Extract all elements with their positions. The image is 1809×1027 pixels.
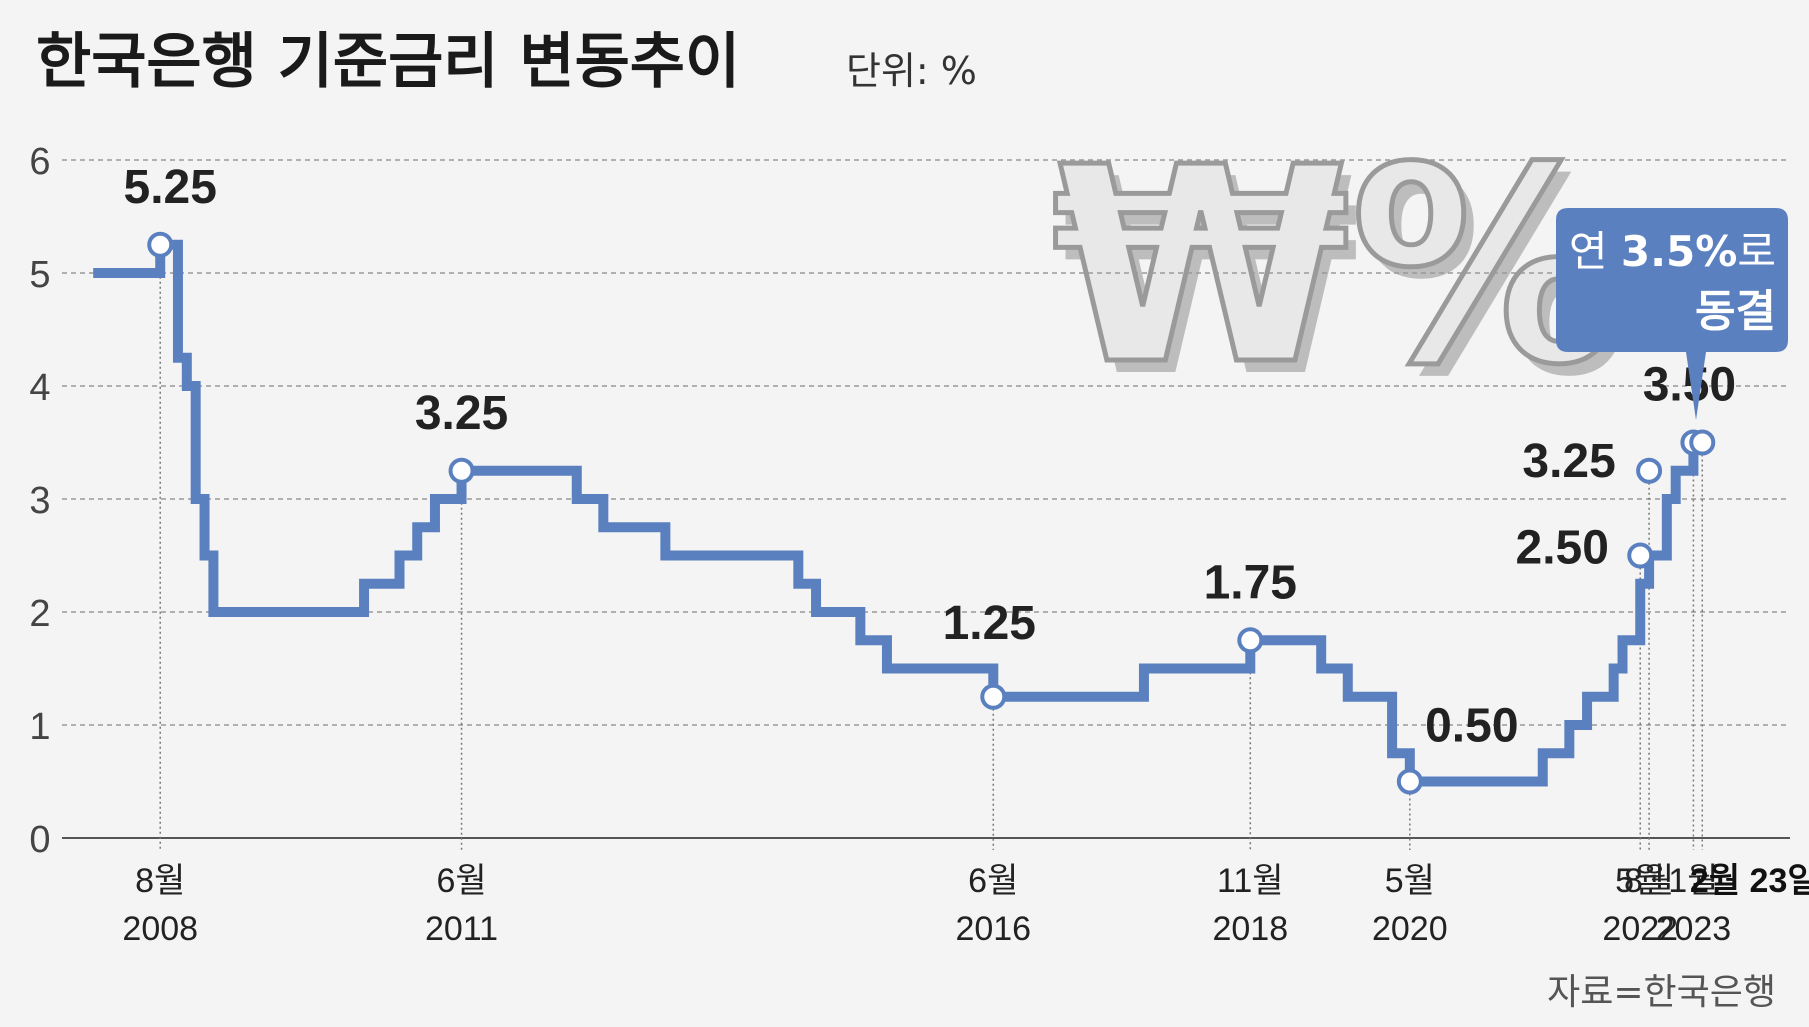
callout-bubble: [1556, 208, 1788, 420]
data-point-marker: [147, 231, 174, 258]
callout-prefix: 연: [1569, 227, 1621, 276]
x-tick-month: 5월: [1385, 862, 1435, 900]
x-tick-year: 2018: [1212, 910, 1288, 948]
y-tick-label: 1: [29, 706, 50, 748]
x-tick-month: 1월: [1668, 862, 1718, 900]
y-tick-label: 0: [29, 819, 50, 861]
data-point-marker: [1636, 457, 1663, 484]
rate-step-line: [93, 239, 1708, 787]
source-label: 자료=한국은행: [1547, 972, 1776, 1013]
callout-line-2: 동결: [1695, 286, 1776, 337]
data-value-label: 1.75: [1204, 556, 1297, 609]
x-tick-year: 2023: [1656, 910, 1732, 948]
x-tick-year: 2008: [122, 910, 198, 948]
data-value-label: 3.25: [415, 387, 508, 440]
x-tick-month: 6월: [968, 862, 1018, 900]
data-value-label: 2.50: [1516, 522, 1609, 575]
y-tick-label: 3: [29, 480, 50, 522]
x-tick-month: 2월 23일: [1690, 862, 1809, 900]
x-tick-year: 2016: [955, 910, 1031, 948]
x-tick-month: 8월: [135, 862, 185, 900]
axis-layer: 8월20086월20116월201611월20185월20205월20228월1…: [62, 256, 1809, 948]
data-value-label: 3.25: [1522, 435, 1615, 488]
x-tick-year: 2011: [425, 910, 498, 948]
data-point-marker: [1237, 627, 1264, 654]
data-value-label: 0.50: [1425, 700, 1518, 753]
x-tick-month: 11월: [1217, 862, 1284, 900]
x-tick-month: 6월: [436, 862, 486, 900]
marker-layer: [147, 231, 1716, 795]
x-tick-year: 2020: [1372, 910, 1448, 948]
callout-value: 3.5%: [1621, 227, 1737, 276]
data-point-marker: [980, 683, 1007, 710]
data-point-marker: [1689, 429, 1716, 456]
x-tick-month: 5월: [1615, 862, 1665, 900]
data-value-label: 1.25: [943, 597, 1036, 650]
y-tick-label: 5: [29, 254, 50, 296]
callout-suffix: 로: [1737, 227, 1776, 276]
won-percent-glyph: ₩%: [1052, 109, 1620, 424]
data-point-marker: [1396, 768, 1423, 795]
x-tick-month: 8월: [1624, 862, 1674, 900]
data-point-marker: [448, 457, 475, 484]
x-tick-year: 2022: [1602, 910, 1678, 948]
won-percent-shadow: ₩%: [1062, 121, 1630, 436]
data-value-label: 5.25: [124, 161, 217, 214]
y-tick-label: 6: [29, 141, 50, 183]
rate-line-layer: [93, 239, 1708, 787]
y-tick-label: 2: [29, 593, 50, 635]
unit-label: 단위: %: [846, 49, 977, 93]
freeze-callout: 연 3.5%로 동결: [1556, 208, 1788, 420]
callout-line-1: 연 3.5%로: [1569, 227, 1776, 276]
y-tick-label: 4: [29, 367, 50, 409]
chart-title: 한국은행 기준금리 변동추이: [36, 27, 740, 97]
data-point-marker: [1627, 542, 1654, 569]
